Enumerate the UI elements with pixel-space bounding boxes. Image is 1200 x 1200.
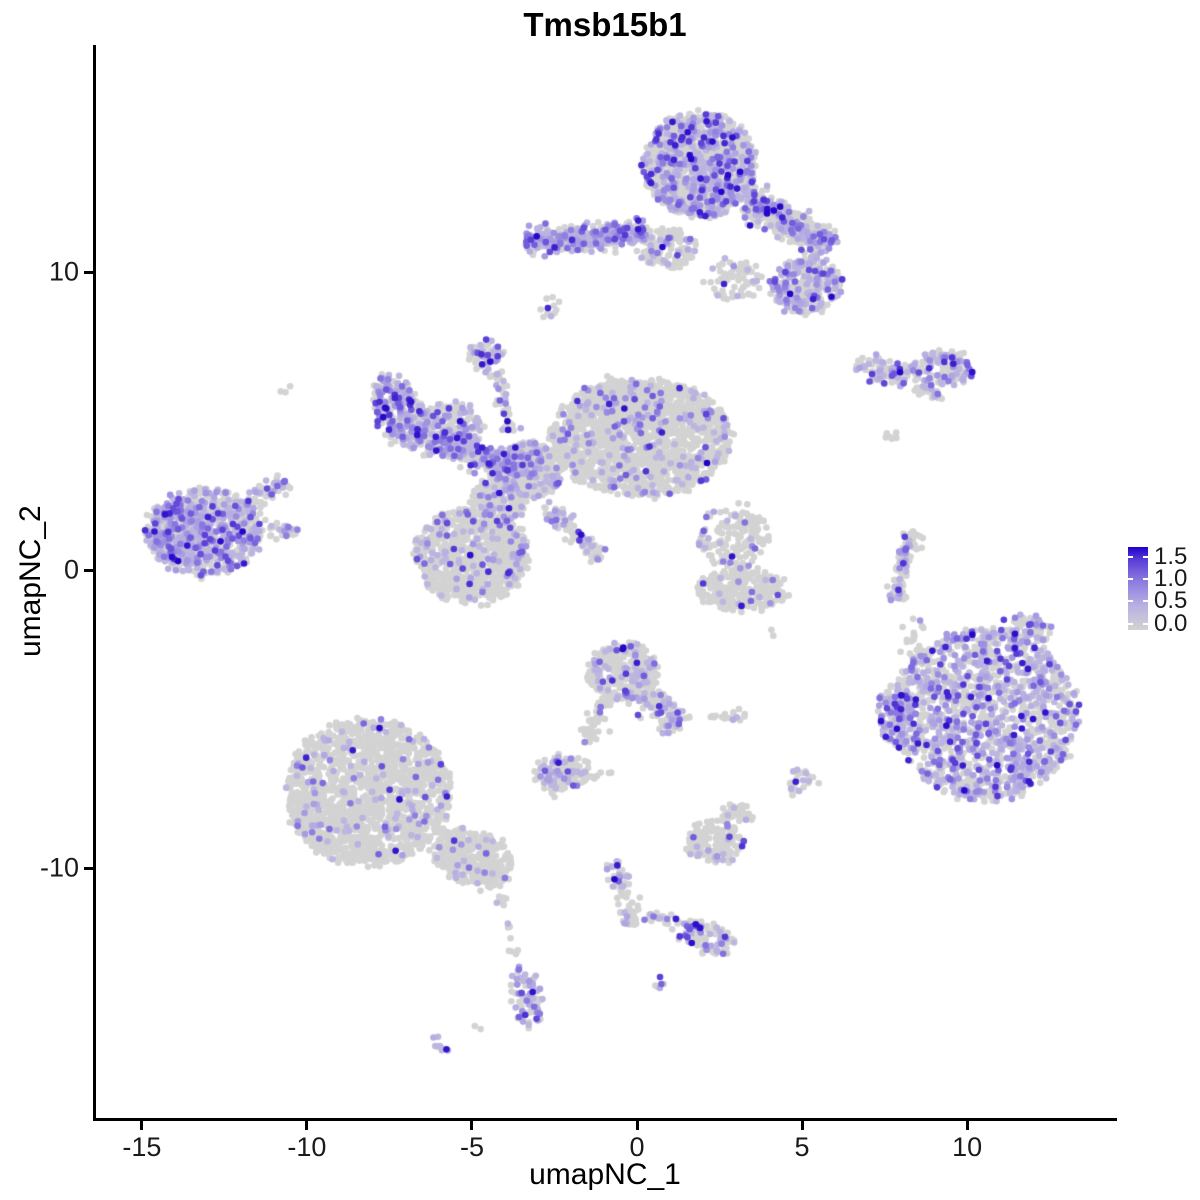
plot-title: Tmsb15b1	[523, 6, 687, 43]
x-tick-mark	[470, 1121, 474, 1130]
legend-tick-label: 0.5	[1154, 587, 1188, 615]
x-tick-label: 10	[952, 1132, 983, 1162]
legend-tick-label: 1.0	[1154, 565, 1188, 593]
legend-tick-mark	[1143, 600, 1148, 603]
x-axis-title: umapNC_1	[529, 1158, 681, 1191]
x-tick-label: 5	[794, 1132, 810, 1162]
x-tick-mark	[305, 1121, 309, 1130]
y-tick-mark	[84, 866, 93, 870]
legend-tick-label: 1.5	[1154, 542, 1188, 570]
y-tick-label: 0	[63, 554, 79, 585]
legend-tick-label: 0.0	[1154, 609, 1188, 637]
legend-tick-mark	[1128, 555, 1133, 558]
legend-tick-mark	[1143, 622, 1148, 625]
y-axis-line	[93, 45, 96, 1121]
x-tick-label: -10	[287, 1132, 327, 1162]
x-tick-label: 0	[629, 1132, 645, 1162]
y-tick-mark	[84, 270, 93, 274]
x-tick-label: -15	[122, 1132, 162, 1162]
x-tick-mark	[965, 1121, 969, 1130]
y-tick-label: 10	[48, 256, 79, 287]
y-axis-title: umapNC_2	[14, 505, 47, 658]
legend-tick-mark	[1128, 600, 1133, 603]
legend-tick-mark	[1143, 578, 1148, 581]
legend-tick-mark	[1128, 578, 1133, 581]
legend-gradient-bar	[1128, 547, 1148, 630]
x-tick-mark	[140, 1121, 144, 1130]
y-tick-label: -10	[39, 852, 79, 883]
x-tick-mark	[635, 1121, 639, 1130]
x-axis-line	[93, 1118, 1117, 1121]
x-tick-label: -5	[459, 1132, 484, 1162]
legend-tick-mark	[1128, 622, 1133, 625]
x-tick-mark	[800, 1121, 804, 1130]
y-tick-mark	[84, 568, 93, 572]
legend-tick-mark	[1143, 555, 1148, 558]
